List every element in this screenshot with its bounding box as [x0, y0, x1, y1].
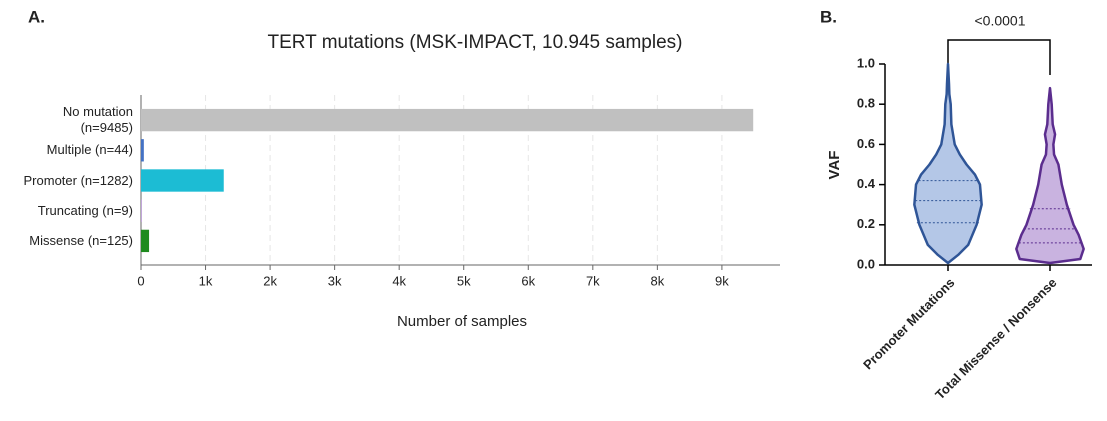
x-tick-label: Promoter Mutations — [860, 275, 957, 372]
x-tick-label: Total Missense / Nonsense — [932, 275, 1059, 402]
x-tick-label: 8k — [650, 273, 664, 288]
x-tick-label: 5k — [457, 273, 471, 288]
violin — [913, 62, 983, 265]
y-tick-label: No mutation (n=9485) — [62, 104, 133, 136]
x-axis-title: Number of samples — [397, 313, 527, 330]
y-tick-label: Truncating (n=9) — [37, 202, 133, 218]
x-tick-label: 2k — [263, 273, 277, 288]
panel-label: A. — [28, 7, 45, 26]
x-tick-label: 9k — [715, 273, 729, 288]
y-tick-label: 0.2 — [857, 216, 875, 231]
y-tick-label: Multiple (n=44) — [46, 142, 133, 158]
y-tick-label: 0.0 — [857, 256, 875, 271]
bar — [141, 169, 224, 192]
y-tick-label: 0.8 — [857, 96, 875, 111]
x-tick-label: 7k — [586, 273, 600, 288]
bar — [141, 199, 142, 222]
y-axis-title: VAF — [826, 151, 843, 180]
y-tick-label: 1.0 — [857, 55, 875, 70]
chart-title: TERT mutations (MSK-IMPACT, 10.945 sampl… — [268, 32, 683, 53]
x-tick-label: 3k — [328, 273, 342, 288]
bar — [141, 139, 144, 162]
annotation: <0.0001 — [975, 13, 1026, 29]
significance-bracket — [947, 39, 1051, 75]
y-tick-label: 0.4 — [857, 176, 876, 191]
y-tick-label: Missense (n=125) — [29, 232, 133, 248]
panel-label: B. — [820, 7, 837, 26]
bar — [141, 108, 754, 132]
bar — [141, 229, 150, 253]
x-tick-label: 6k — [521, 273, 535, 288]
y-tick-label: Promoter (n=1282) — [23, 172, 133, 188]
x-tick-label: 0 — [137, 273, 144, 288]
x-tick-label: 1k — [199, 273, 213, 288]
x-tick-label: 4k — [392, 273, 406, 288]
y-tick-label: 0.6 — [857, 136, 875, 151]
violin — [1015, 86, 1085, 265]
